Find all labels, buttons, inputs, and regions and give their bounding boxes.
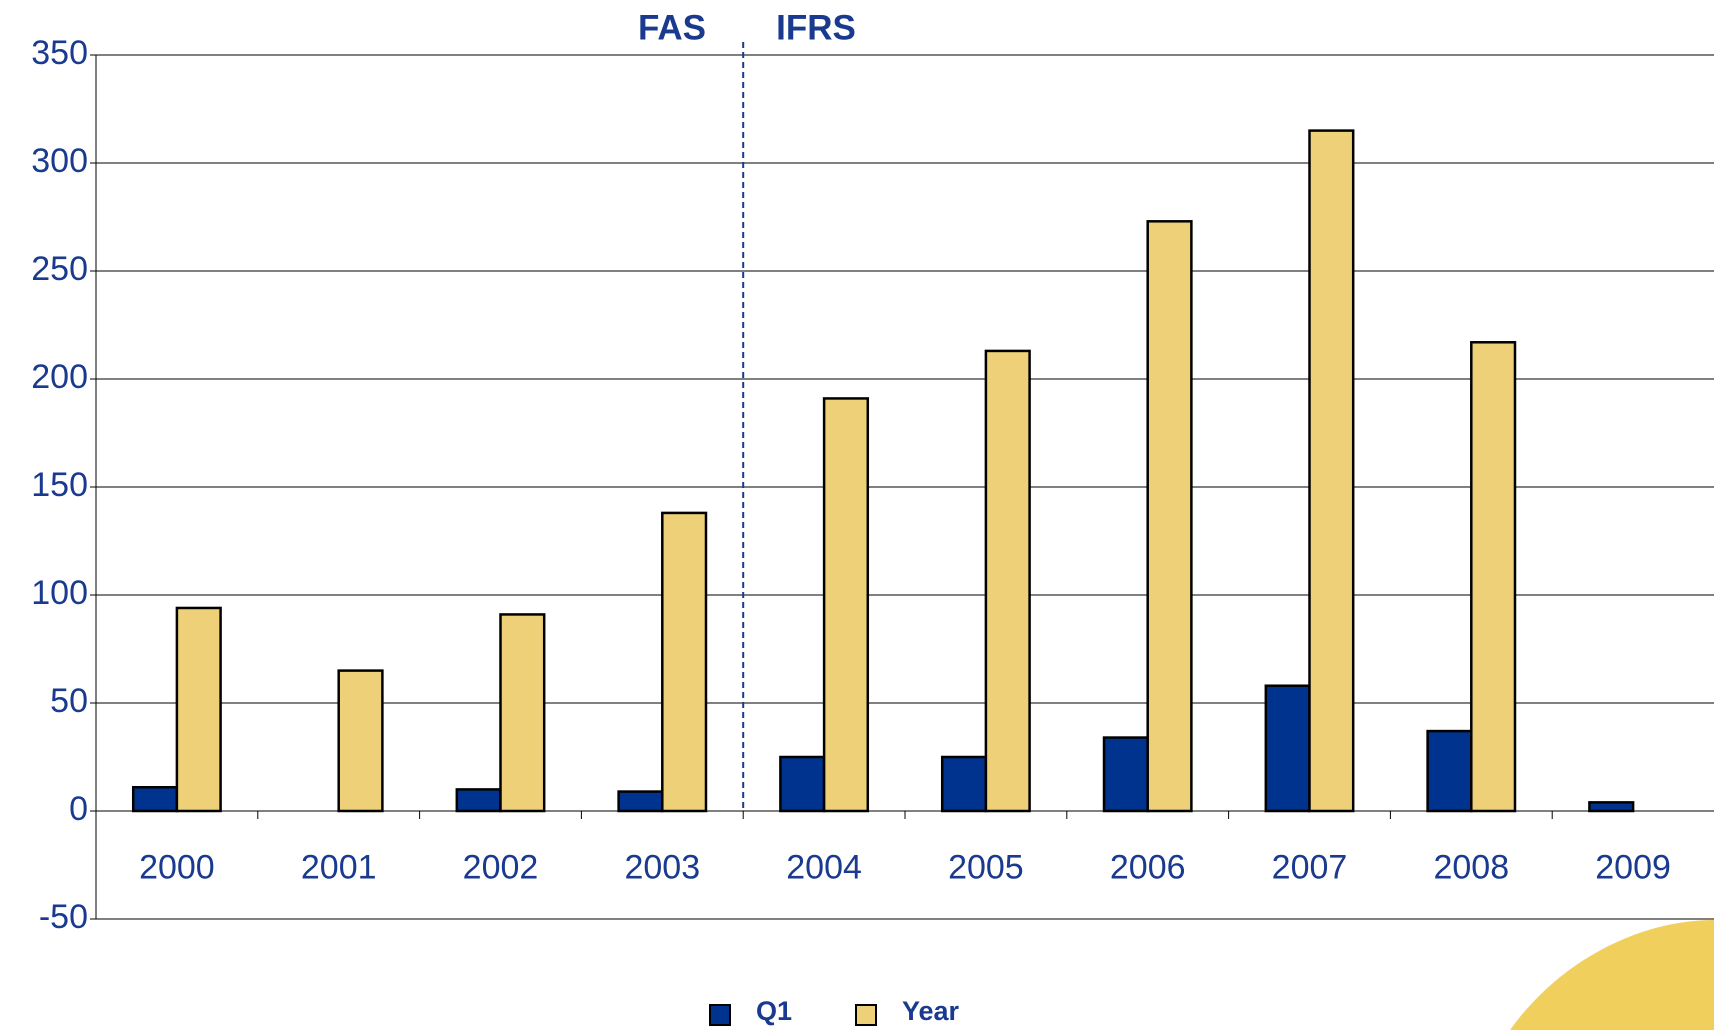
legend-swatch: [709, 1004, 731, 1026]
bar: [337, 669, 384, 813]
legend-label: Year: [902, 996, 960, 1026]
x-tick-label: 2003: [624, 848, 700, 886]
legend-swatch: [855, 1004, 877, 1026]
x-tick-label: 2009: [1595, 848, 1671, 886]
bar: [1102, 736, 1149, 813]
y-tick-label: -50: [39, 898, 88, 936]
x-tick-label: 2007: [1272, 848, 1348, 886]
x-tick-label: 2000: [139, 848, 215, 886]
bar: [1426, 729, 1473, 813]
bar: [175, 606, 222, 813]
bar: [1588, 801, 1635, 813]
bar: [984, 349, 1031, 813]
bar: [1264, 684, 1311, 813]
bar: [661, 511, 708, 813]
bar: [1308, 129, 1355, 813]
y-tick-label: 0: [69, 790, 88, 828]
x-tick-label: 2002: [463, 848, 539, 886]
bar: [131, 785, 179, 813]
bar: [455, 788, 502, 813]
y-tick-label: 300: [31, 142, 88, 180]
bar: [1470, 341, 1517, 813]
x-tick-label: 2005: [948, 848, 1024, 886]
x-tick-label: 2006: [1110, 848, 1186, 886]
bar: [822, 397, 870, 813]
y-tick-label: 200: [31, 358, 88, 396]
annotation: IFRS: [776, 8, 856, 47]
legend-label: Q1: [756, 996, 792, 1026]
x-tick-label: 2008: [1433, 848, 1509, 886]
bar: [1146, 220, 1193, 813]
bar: [940, 755, 988, 813]
annotation: FAS: [638, 8, 706, 47]
x-tick-label: 2001: [301, 848, 377, 886]
bar: [617, 790, 664, 813]
bar: [499, 613, 546, 813]
decoration: [1510, 920, 1714, 1030]
x-tick-label: 2004: [786, 848, 862, 886]
y-tick-label: 100: [31, 574, 88, 612]
y-tick-label: 350: [31, 34, 88, 72]
y-tick-label: 250: [31, 250, 88, 288]
y-tick-label: 150: [31, 466, 88, 504]
bar: [779, 755, 826, 813]
y-tick-label: 50: [50, 682, 88, 720]
